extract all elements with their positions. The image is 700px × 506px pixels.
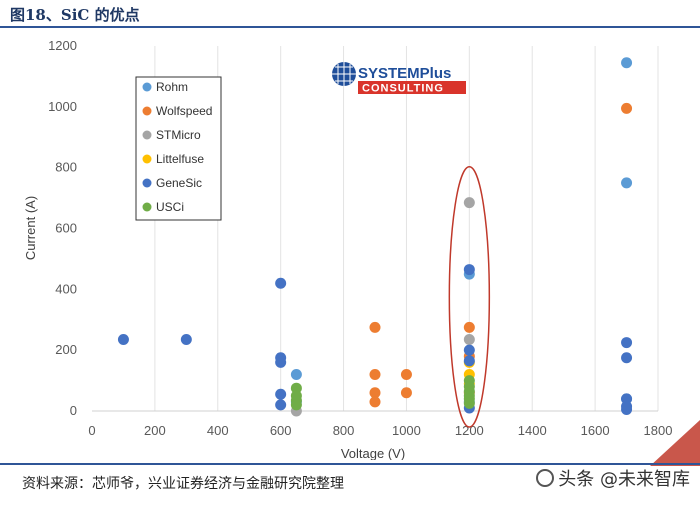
data-point [621,337,633,349]
data-point [621,403,633,415]
bottom-rule [0,463,700,465]
data-point [621,57,633,69]
data-point [275,399,287,411]
x-tick-label: 200 [144,423,166,438]
legend-marker [142,154,152,164]
x-tick-label: 1800 [644,423,673,438]
x-axis-label: Voltage (V) [341,446,405,460]
data-point [463,344,475,356]
legend-label: Wolfspeed [156,104,212,118]
legend-label: Rohm [156,80,188,94]
legend-label: USCi [156,200,184,214]
x-tick-label: 400 [207,423,229,438]
data-point [621,102,633,114]
data-point [621,352,633,364]
data-point [369,321,381,333]
y-tick-label: 800 [55,160,77,175]
legend-marker [142,202,152,212]
y-tick-label: 1000 [48,99,77,114]
data-point [621,177,633,189]
x-tick-label: 1400 [518,423,547,438]
legend-label: Littelfuse [156,152,204,166]
logo-banner [358,81,466,94]
data-point [369,369,381,380]
data-point [463,321,475,333]
legend-label: GeneSic [156,176,202,190]
highlight-ellipse [448,165,491,428]
data-point [463,355,475,367]
data-point [369,396,381,408]
data-point [463,334,475,346]
data-point [463,397,475,409]
data-point [290,369,302,380]
figure-title: 图18、SiC 的优点 [10,6,140,24]
data-point [621,393,633,405]
title-rule [0,26,700,28]
logo-line2: CONSULTING [362,83,444,95]
data-point [400,369,412,380]
y-tick-label: 400 [55,281,77,296]
data-point [369,387,381,399]
legend-marker [142,130,152,140]
y-tick-label: 600 [55,221,77,236]
legend-entries: Rohm Wolfspeed STMicro Littelfuse GeneSic USC… [142,80,212,214]
x-tick-label: 1600 [581,423,610,438]
legend-marker [142,82,152,92]
legend-marker [142,106,152,116]
legend-label: STMicro [156,128,201,142]
watermark-text: 头条 @未来智库 [558,469,690,490]
logo-line1: SYSTEMPlus [358,65,451,82]
data-point [180,334,192,346]
legend: Rohm Wolfspeed STMicro Littelfuse GeneSic USC… [135,76,222,221]
y-tick-label: 1200 [48,38,77,53]
x-tick-label: 800 [333,423,355,438]
data-point [463,197,475,209]
scatter-chart: 0 200 400 600 800 1000 1200 0 200 400 600 800 1000 1… [23,38,672,460]
data-point [275,356,287,368]
x-tick-label: 1000 [392,423,421,438]
legend-box [135,76,222,221]
data-point [463,264,475,276]
y-axis-ticks: 0 200 400 600 800 1000 1200 [48,38,77,418]
data-point [275,277,287,289]
x-tick-label: 600 [270,423,292,438]
data-point [275,388,287,400]
corner-decoration [650,420,700,466]
source-note: 资料来源：芯师爷，兴业证券经济与金融研究院整理 [22,476,344,492]
data-point [117,334,129,346]
x-tick-label: 1200 [455,423,484,438]
systemplus-logo: SYSTEMPlus CONSULTING [332,62,466,95]
y-axis-label: Current (A) [23,196,38,260]
y-tick-label: 200 [55,342,77,357]
data-point [290,399,302,411]
data-point [290,382,302,394]
watermark: 头条 @未来智库 [536,465,690,491]
x-axis-ticks: 0 200 400 600 800 1000 1200 1400 1600 1800 [88,423,672,438]
data-point [400,387,412,399]
x-tick-label: 0 [88,423,95,438]
legend-marker [142,178,152,188]
y-tick-label: 0 [70,403,77,418]
data-points [117,57,633,417]
watermark-logo-icon [536,469,555,487]
